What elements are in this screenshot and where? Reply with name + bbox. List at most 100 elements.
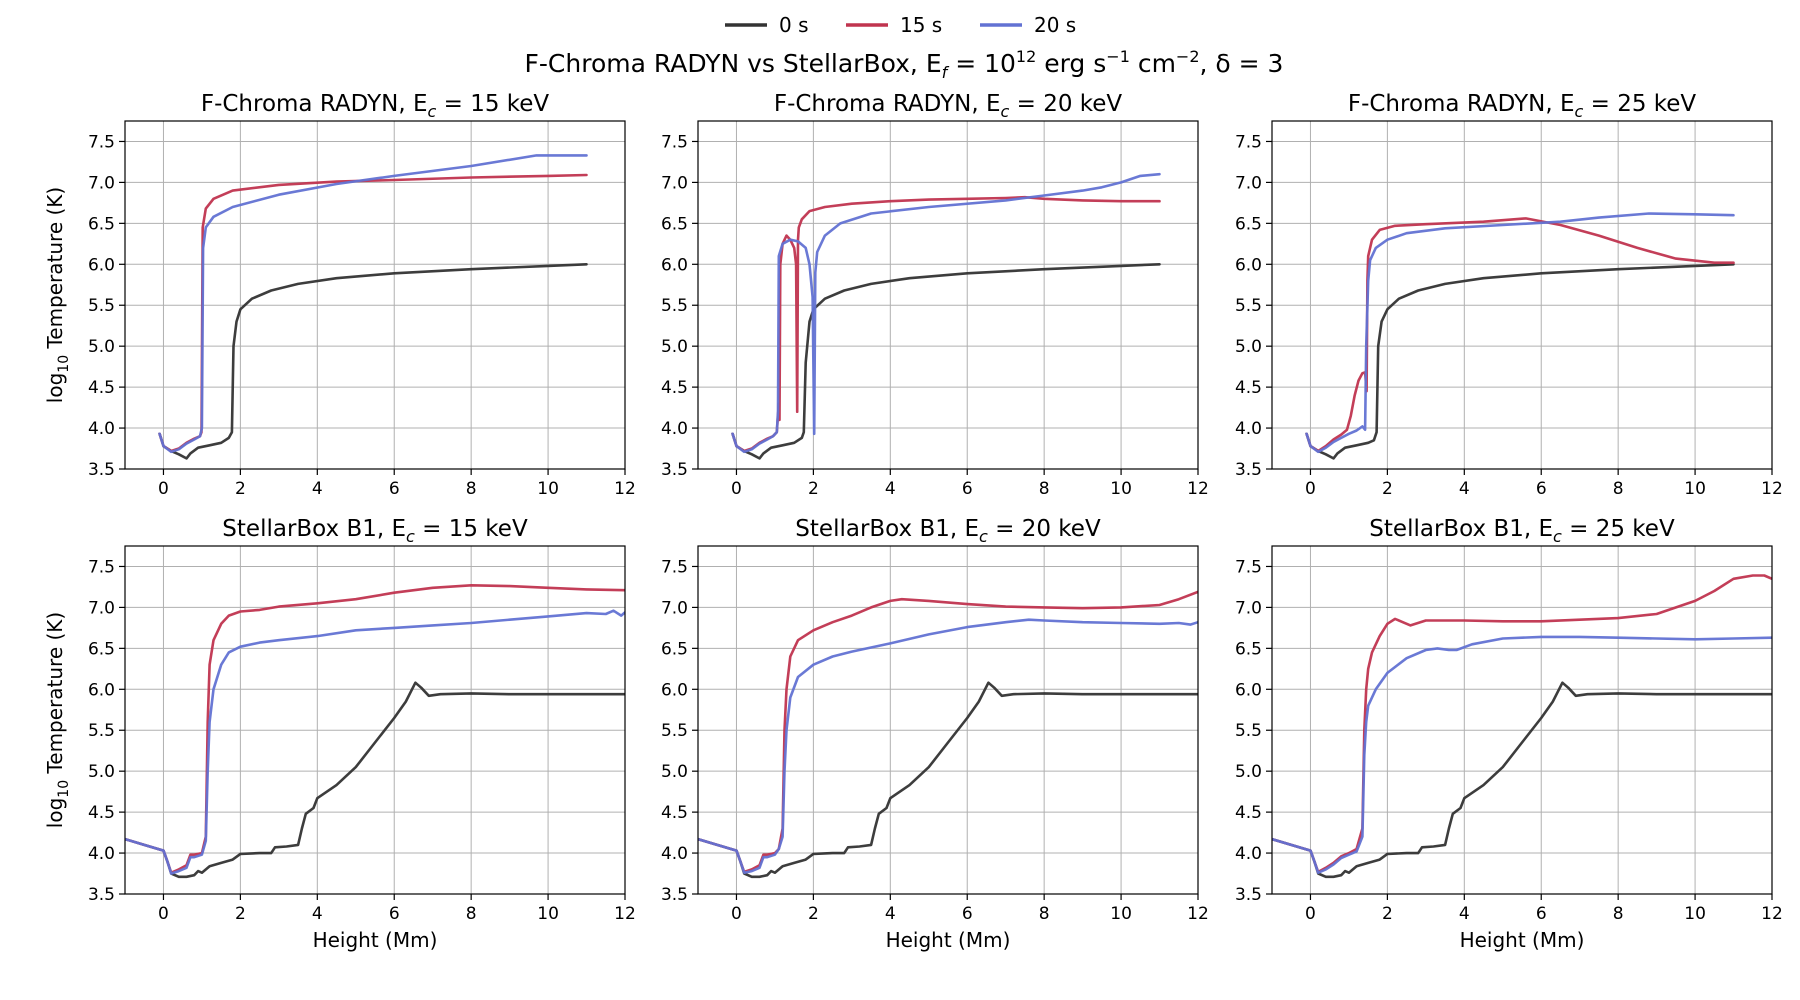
figure-title: F-Chroma RADYN vs StellarBox, Ef = 1012 … xyxy=(525,47,1284,82)
y-axis-label-prefix: log xyxy=(43,373,67,404)
panel-title-sub: c xyxy=(428,102,437,121)
x-tick-label: 10 xyxy=(1110,479,1132,499)
y-tick-label: 6.0 xyxy=(1235,680,1262,700)
panel-title-sub: c xyxy=(979,527,988,546)
y-axis-label-sub: 10 xyxy=(56,780,72,798)
title-mid3: cm xyxy=(1130,49,1176,78)
series-line-15s xyxy=(158,173,588,453)
y-axis-label: log10 Temperature (K) xyxy=(43,187,72,403)
grid xyxy=(698,546,1199,895)
x-tick-label: 0 xyxy=(731,904,742,924)
series-line-15s xyxy=(1272,574,1772,874)
series-line-0s xyxy=(1305,262,1735,460)
y-tick-label: 5.0 xyxy=(88,337,115,357)
series-group xyxy=(731,172,1161,460)
y-tick-label: 4.5 xyxy=(661,378,688,398)
series-line-20s xyxy=(125,609,625,875)
plot-frame xyxy=(697,545,1199,895)
series-line-20s xyxy=(1305,212,1735,454)
series-line-0s xyxy=(125,681,625,879)
y-tick-label: 3.5 xyxy=(88,460,115,480)
y-axis-label-suffix: Temperature (K) xyxy=(43,612,67,780)
y-tick-label: 7.5 xyxy=(661,557,688,577)
x-tick-label: 2 xyxy=(1382,479,1393,499)
y-axis-label-suffix: Temperature (K) xyxy=(43,187,67,355)
y-tick-label: 5.5 xyxy=(661,721,688,741)
x-tick-label: 12 xyxy=(614,479,636,499)
x-tick-label: 12 xyxy=(614,904,636,924)
y-tick-label: 4.5 xyxy=(1235,378,1262,398)
panel-title-suffix: = 20 keV xyxy=(988,516,1101,542)
series-line-0s xyxy=(158,262,588,460)
plot-frame xyxy=(697,120,1199,470)
y-tick-label: 6.0 xyxy=(661,680,688,700)
y-tick-label: 7.5 xyxy=(88,132,115,152)
x-tick-label: 10 xyxy=(1684,904,1706,924)
plot-frame xyxy=(124,545,626,895)
y-tick-label: 5.5 xyxy=(661,296,688,316)
series-line-15s xyxy=(731,195,1161,453)
y-tick-label: 4.0 xyxy=(1235,844,1262,864)
x-tick-label: 2 xyxy=(1382,904,1393,924)
plot-frame xyxy=(1271,545,1773,895)
series-line-15s xyxy=(698,590,1198,874)
x-tick-label: 12 xyxy=(1187,904,1209,924)
y-tick-label: 3.5 xyxy=(1235,460,1262,480)
series-group xyxy=(125,583,625,879)
series-line-0s xyxy=(731,262,1161,460)
y-tick-label: 5.0 xyxy=(1235,762,1262,782)
series-line-0s xyxy=(1272,681,1772,879)
y-tick-label: 6.0 xyxy=(1235,255,1262,275)
panel-title-prefix: StellarBox B1, E xyxy=(222,516,406,542)
y-tick-label: 6.0 xyxy=(661,255,688,275)
x-tick-label: 10 xyxy=(1684,479,1706,499)
y-tick-label: 4.0 xyxy=(88,419,115,439)
y-tick-label: 6.5 xyxy=(1235,639,1262,659)
x-tick-label: 4 xyxy=(1459,904,1470,924)
x-tick-label: 8 xyxy=(1039,479,1050,499)
y-tick-label: 3.5 xyxy=(661,885,688,905)
title-sup-12: 12 xyxy=(1016,47,1036,66)
y-tick-label: 5.5 xyxy=(1235,721,1262,741)
y-tick-label: 7.0 xyxy=(661,598,688,618)
x-tick-label: 0 xyxy=(158,479,169,499)
panel-title-prefix: StellarBox B1, E xyxy=(1369,516,1553,542)
title-sup-m1: −1 xyxy=(1106,47,1130,66)
panel-stellarbox-15: 0 2 4 6 8 10 12 3.5 4.0 4.5 5.0 5.5 6.0 6.5 7.0 7.5 Stel… xyxy=(43,516,636,952)
x-tick-label: 4 xyxy=(1459,479,1470,499)
y-tick-label: 5.5 xyxy=(1235,296,1262,316)
x-tick-label: 6 xyxy=(389,479,400,499)
y-tick-label: 5.0 xyxy=(1235,337,1262,357)
grid xyxy=(125,546,626,895)
y-tick-label: 4.0 xyxy=(661,419,688,439)
panel-radyn-20: 0 2 4 6 8 10 12 3.5 4.0 4.5 5.0 5.5 6.0 6.5 7.0 7.5 F-Ch… xyxy=(661,91,1209,499)
panel-title-prefix: F-Chroma RADYN, E xyxy=(201,91,428,117)
panel-title: StellarBox B1, Ec = 15 keV xyxy=(222,516,528,546)
y-tick-label: 6.0 xyxy=(88,255,115,275)
legend-label-20s: 20 s xyxy=(1034,13,1076,37)
title-tail: , δ = 3 xyxy=(1200,49,1284,78)
x-axis-label: Height (Mm) xyxy=(1460,928,1585,952)
grid xyxy=(698,121,1199,470)
panel-title-sub: c xyxy=(1553,527,1562,546)
y-tick-label: 4.0 xyxy=(661,844,688,864)
series-group xyxy=(158,154,588,460)
title-prefix: F-Chroma RADYN vs StellarBox, E xyxy=(525,49,942,78)
grid xyxy=(1272,546,1773,895)
panel-title-suffix: = 25 keV xyxy=(1583,91,1696,117)
y-tick-label: 4.5 xyxy=(1235,803,1262,823)
x-tick-label: 10 xyxy=(537,479,559,499)
panel-radyn-15: 0 2 4 6 8 10 12 3.5 4.0 4.5 5.0 5.5 6.0 6.5 7.0 7.5 F-Ch… xyxy=(43,91,636,499)
y-tick-label: 6.0 xyxy=(88,680,115,700)
panel-stellarbox-25: 0 2 4 6 8 10 12 3.5 4.0 4.5 5.0 5.5 6.0 6.5 7.0 7.5 Stel… xyxy=(1235,516,1783,952)
y-tick-label: 7.0 xyxy=(1235,598,1262,618)
x-tick-label: 8 xyxy=(1039,904,1050,924)
panel-title-suffix: = 20 keV xyxy=(1009,91,1122,117)
panel-radyn-25: 0 2 4 6 8 10 12 3.5 4.0 4.5 5.0 5.5 6.0 6.5 7.0 7.5 F-Ch… xyxy=(1235,91,1783,499)
y-tick-label: 7.0 xyxy=(88,598,115,618)
panel-title: StellarBox B1, Ec = 25 keV xyxy=(1369,516,1675,546)
x-tick-label: 0 xyxy=(158,904,169,924)
x-tick-label: 6 xyxy=(962,904,973,924)
panel-title-sub: c xyxy=(1575,102,1584,121)
y-tick-label: 5.5 xyxy=(88,721,115,741)
